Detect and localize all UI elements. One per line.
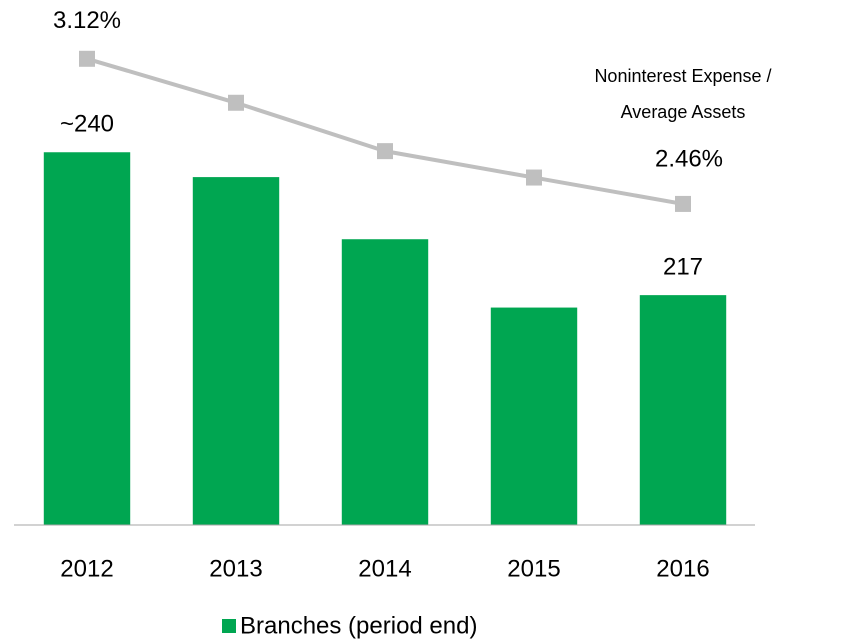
legend-swatch [222, 619, 236, 633]
data-label: ~240 [60, 111, 114, 138]
bar [192, 177, 280, 525]
bar [341, 239, 429, 525]
line-marker [228, 94, 244, 111]
annotation: Average Assets [621, 102, 746, 122]
bar [490, 307, 578, 525]
data-label: 2.46% [655, 145, 723, 172]
x-tick-label: 2012 [60, 555, 113, 582]
x-tick-label: 2014 [358, 555, 411, 582]
x-tick-label: 2015 [507, 555, 560, 582]
data-label: 217 [663, 253, 703, 280]
line-marker [526, 169, 542, 186]
x-tick-label: 2016 [656, 555, 709, 582]
data-label: 3.12% [53, 7, 121, 34]
line-marker [79, 50, 95, 67]
line-marker [377, 143, 393, 160]
x-tick-label: 2013 [209, 555, 262, 582]
bar [639, 295, 727, 525]
annotation: Noninterest Expense / [594, 66, 771, 86]
legend-label: Branches (period end) [240, 612, 477, 639]
bar [43, 152, 131, 525]
line-marker [675, 195, 691, 212]
